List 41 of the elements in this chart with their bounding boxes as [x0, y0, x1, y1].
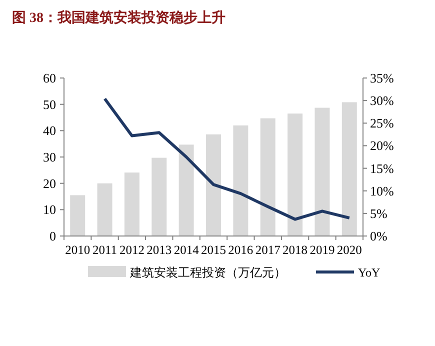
y-tick-label: 30: [43, 150, 56, 164]
y-tick-label: 50: [43, 96, 56, 112]
bar: [342, 102, 357, 236]
bar: [70, 195, 86, 236]
x-tick-label: 2012: [119, 243, 144, 257]
y-tick-label: 20: [43, 176, 56, 191]
bar: [178, 144, 194, 236]
bar: [314, 108, 330, 236]
bar: [206, 134, 221, 236]
legend-label: 建筑安装工程投资（万亿元）: [129, 266, 286, 280]
y2-tick-label: 25%: [370, 116, 394, 131]
y2-tick-label: 0%: [370, 228, 388, 244]
chart-title: 图 38：我国建筑安装投资稳步上升: [12, 9, 226, 26]
x-tick-label: 2016: [228, 243, 254, 257]
line-series: [103, 97, 351, 221]
y2-tick-label: 15%: [370, 160, 394, 176]
y2-tick-label: 30%: [370, 93, 394, 108]
bar: [233, 125, 248, 236]
x-tick-label: 2020: [336, 243, 362, 257]
bar: [152, 158, 167, 236]
y-tick-label: 10: [43, 202, 56, 218]
x-tick-label: 2010: [65, 243, 90, 257]
y-tick-label: 0: [50, 228, 56, 244]
bar: [260, 118, 276, 236]
bar: [288, 114, 303, 236]
legend-label: YoY: [358, 266, 380, 280]
x-tick-label: 2015: [201, 243, 226, 257]
x-tick-label: 2019: [310, 243, 335, 257]
y2-tick-label: 20%: [370, 138, 394, 154]
bar: [97, 183, 112, 236]
x-tick-label: 2013: [146, 243, 172, 257]
x-tick-label: 2011: [92, 243, 118, 257]
x-tick-label: 2014: [174, 243, 200, 257]
y2-tick-label: 35%: [370, 70, 394, 86]
x-tick-label: 2017: [255, 243, 280, 257]
y-tick-label: 40: [43, 123, 56, 138]
x-tick-label: 2018: [282, 243, 308, 257]
y2-tick-label: 10%: [370, 183, 394, 198]
bar: [124, 172, 140, 236]
y-tick-label: 60: [43, 70, 56, 86]
y2-tick-label: 5%: [370, 206, 388, 221]
